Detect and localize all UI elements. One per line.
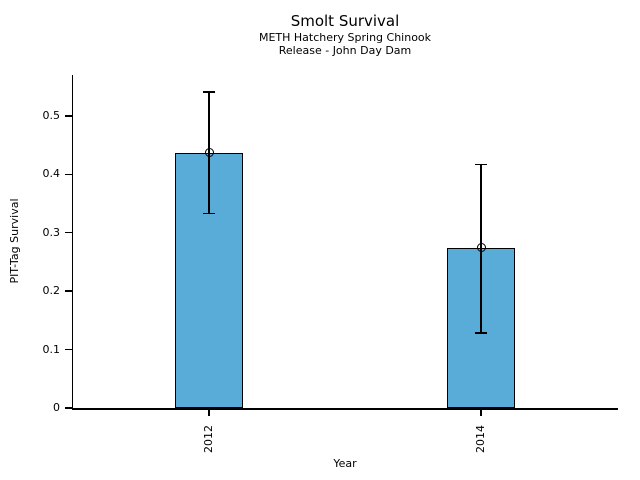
y-axis-tick-label: 0.5 bbox=[42, 108, 61, 122]
x-axis-tick bbox=[208, 409, 210, 416]
x-axis-tick-label: 2012 bbox=[202, 425, 215, 453]
y-axis-tick bbox=[64, 173, 72, 176]
y-axis-line bbox=[71, 75, 73, 410]
y-axis-tick-label: 0.3 bbox=[42, 225, 61, 239]
y-axis-tick-label: 0.2 bbox=[42, 284, 61, 298]
y-axis-tick-label: 0 bbox=[53, 401, 60, 414]
error-bar-cap-bottom bbox=[475, 332, 487, 334]
y-axis-tick bbox=[64, 115, 72, 117]
data-point-marker bbox=[476, 243, 486, 253]
y-axis-tick-label: 0.4 bbox=[42, 167, 61, 181]
y-axis-tick bbox=[64, 407, 72, 409]
y-axis-tick bbox=[64, 348, 72, 351]
x-axis-line bbox=[71, 408, 618, 410]
x-axis-tick bbox=[480, 409, 482, 416]
chart-title: Smolt Survival bbox=[290, 12, 400, 30]
y-axis-tick bbox=[64, 290, 72, 292]
error-bar-cap-top bbox=[475, 163, 487, 166]
x-axis-title: Year bbox=[333, 457, 357, 470]
chart-subtitle-line2: Release - John Day Dam bbox=[278, 44, 412, 57]
x-axis-tick-label: 2014 bbox=[474, 425, 487, 453]
error-bar-cap-bottom bbox=[203, 212, 215, 215]
chart-subtitle-line1: METH Hatchery Spring Chinook bbox=[258, 31, 432, 44]
plot-area bbox=[73, 75, 617, 408]
error-bar-cap-top bbox=[203, 91, 215, 93]
y-axis-tick bbox=[64, 231, 72, 234]
y-axis-tick-label: 0.1 bbox=[42, 342, 61, 356]
data-point-marker bbox=[204, 148, 214, 158]
